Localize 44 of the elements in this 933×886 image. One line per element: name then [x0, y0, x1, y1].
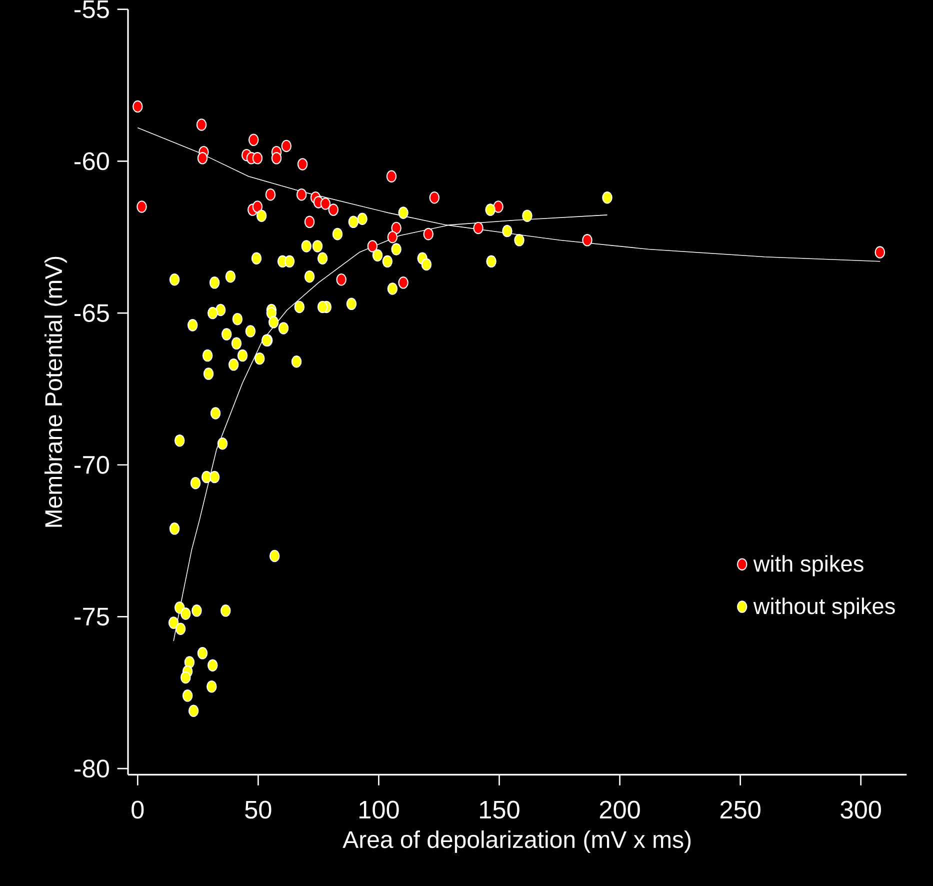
- legend-label: without spikes: [753, 598, 895, 619]
- point: [429, 191, 440, 204]
- x-tick-label: 300: [840, 800, 881, 819]
- point: [196, 118, 207, 131]
- point: [296, 188, 307, 201]
- point: [386, 170, 397, 183]
- x-tick-label: 150: [480, 800, 520, 819]
- point: [336, 273, 346, 286]
- point: [271, 152, 282, 164]
- legend-label: with spikes: [753, 555, 864, 576]
- point: [398, 276, 408, 289]
- point: [391, 222, 402, 234]
- x-axis-title: Area of depolarization (mV x ms): [342, 830, 691, 853]
- point: [423, 228, 434, 240]
- point: [265, 188, 276, 201]
- point: [281, 140, 292, 152]
- point: [582, 234, 592, 246]
- y-tick-label: -60: [74, 152, 109, 170]
- point: [297, 158, 308, 170]
- x-tick-label: 200: [600, 800, 640, 819]
- point: [136, 200, 147, 213]
- point: [387, 230, 398, 244]
- point: [320, 198, 331, 210]
- y-tick-label: -80: [74, 760, 109, 778]
- y-tick-label: -70: [74, 456, 109, 474]
- y-tick-label: -55: [74, 0, 109, 18]
- point: [328, 204, 339, 216]
- y-tick-label: -75: [74, 608, 109, 626]
- x-tick-label: 50: [245, 800, 272, 819]
- point: [304, 216, 315, 228]
- point: [367, 240, 378, 252]
- point: [252, 200, 263, 213]
- point: [252, 152, 263, 164]
- point: [248, 134, 259, 146]
- point: [197, 152, 208, 164]
- point: [493, 200, 504, 213]
- y-axis-title: Membrane Potential (mV): [44, 256, 67, 527]
- point: [874, 246, 886, 258]
- x-tick-label: 0: [132, 800, 144, 819]
- point: [473, 222, 484, 234]
- x-tick-label: 100: [360, 800, 399, 819]
- point: [132, 100, 143, 113]
- y-tick-label: -65: [74, 304, 109, 322]
- x-tick-label: 250: [720, 800, 760, 819]
